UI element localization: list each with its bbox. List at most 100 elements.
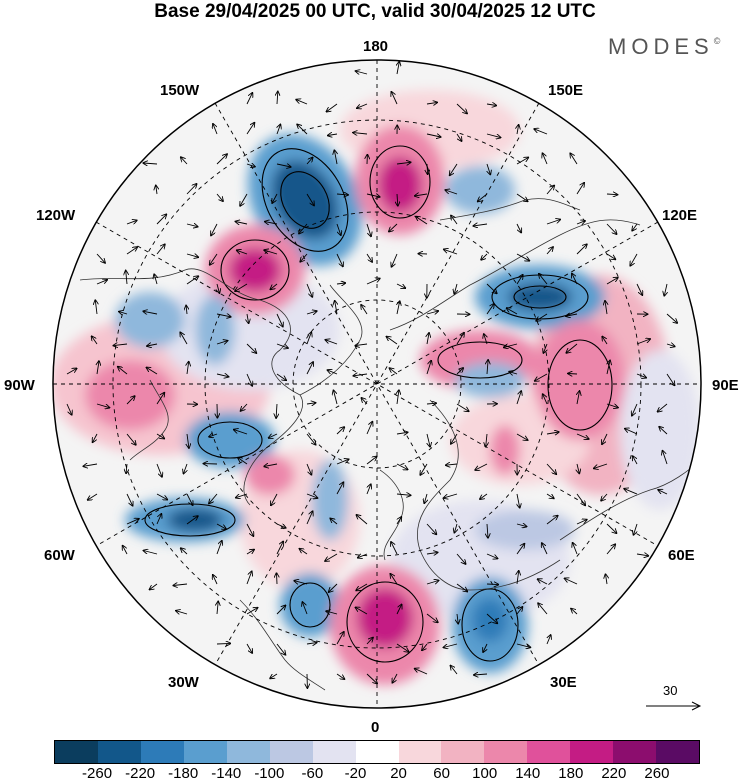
wind-arrow [306,643,317,644]
wind-arrow [66,369,77,375]
wind-arrow [186,276,198,285]
wind-arrow [96,403,109,408]
colorbar-swatch [140,741,184,763]
wind-arrow [391,542,398,555]
wind-arrow [632,403,638,416]
wind-arrow [601,493,608,501]
wind-arrow [143,311,158,314]
wind-arrow [396,517,401,525]
wind-arrow [361,398,368,405]
wind-arrow [328,134,338,136]
lon-label-150w: 150W [160,82,200,99]
wind-arrow [606,253,615,259]
wind-arrow [602,433,608,444]
wind-arrow [123,546,128,555]
colorbar-swatch [183,741,227,763]
wind-arrow [487,360,488,375]
wind-arrow [444,643,458,648]
lon-label-60e: 60E [668,547,695,564]
wind-arrow [361,305,368,315]
wind-arrow [396,283,405,288]
wind-arrow [156,244,165,255]
wind-arrow [424,493,427,503]
wind-arrow [546,220,560,225]
wind-arrow [335,301,337,315]
wind-arrow [547,635,551,645]
wind-arrow [546,516,558,525]
wind-arrow [456,368,463,375]
wind-arrow [306,403,316,404]
wind-arrow [126,519,139,525]
wind-arrow [235,283,248,291]
colorbar-swatch [269,741,313,763]
wind-arrow [422,643,428,650]
wind-arrow [216,341,228,344]
wind-arrow [336,223,341,235]
wind-arrow [269,434,278,438]
wind-arrow [147,368,158,375]
wind-arrow [209,493,218,503]
wind-arrow [306,511,313,525]
wind-arrow [454,283,457,294]
brand-logo: MODES© [608,34,721,59]
wind-arrow [306,493,317,498]
wind-arrow [517,493,520,508]
wind-arrow [484,334,487,345]
wind-arrow [420,463,428,475]
wind-arrow [156,393,164,405]
wind-arrow [397,390,399,405]
wind-arrow [126,220,137,224]
wind-arrow [246,550,254,555]
wind-arrow [543,394,548,405]
wind-arrow [636,283,642,295]
wind-arrow [426,523,436,534]
wind-arrow [445,190,458,195]
colorbar-swatch [656,741,700,763]
wind-arrow [576,244,587,255]
wind-arrow [217,283,219,293]
wind-arrow [427,433,430,447]
wind-arrow [306,311,317,314]
wind-arrow [186,493,193,505]
wind-arrow [658,403,668,412]
wind-arrow [664,283,667,296]
map-boundary [52,59,702,709]
wind-arrow [427,163,428,174]
colorbar-swatch [55,741,98,763]
wind-arrow [606,523,617,533]
wind-arrow [516,275,523,285]
wind-arrow [606,194,617,195]
wind-arrow [216,374,229,377]
colorbar-swatch [441,741,485,763]
wind-arrow [426,581,439,585]
wind-arrow [154,274,157,285]
wind-arrow [480,493,488,499]
reference-vector-label: 30 [663,683,678,698]
wind-arrow [186,184,197,195]
wind-arrow [156,493,167,500]
wind-arrow [658,490,668,495]
wind-arrow [396,432,408,434]
wind-arrow [366,279,380,285]
wind-arrow [216,643,230,644]
wind-arrow [300,549,308,555]
wind-arrow [186,254,198,257]
wind-arrow [457,613,458,624]
wind-arrow [456,553,466,564]
wind-arrow [96,253,105,263]
wind-arrow [156,463,162,477]
wind-arrow [126,271,127,285]
wind-arrow [276,343,288,348]
wind-arrow [246,523,253,536]
wind-arrow [516,524,527,527]
wind-arrow [366,484,371,495]
wind-arrow [546,247,553,255]
wind-arrow [387,337,398,345]
wind-arrow [632,223,638,231]
lon-label-150e: 150E [548,82,584,99]
wind-arrow [216,541,222,555]
colorbar-swatch [355,741,399,763]
wind-arrow [446,464,458,465]
wind-arrow [507,308,518,315]
wind-arrow [572,274,578,285]
